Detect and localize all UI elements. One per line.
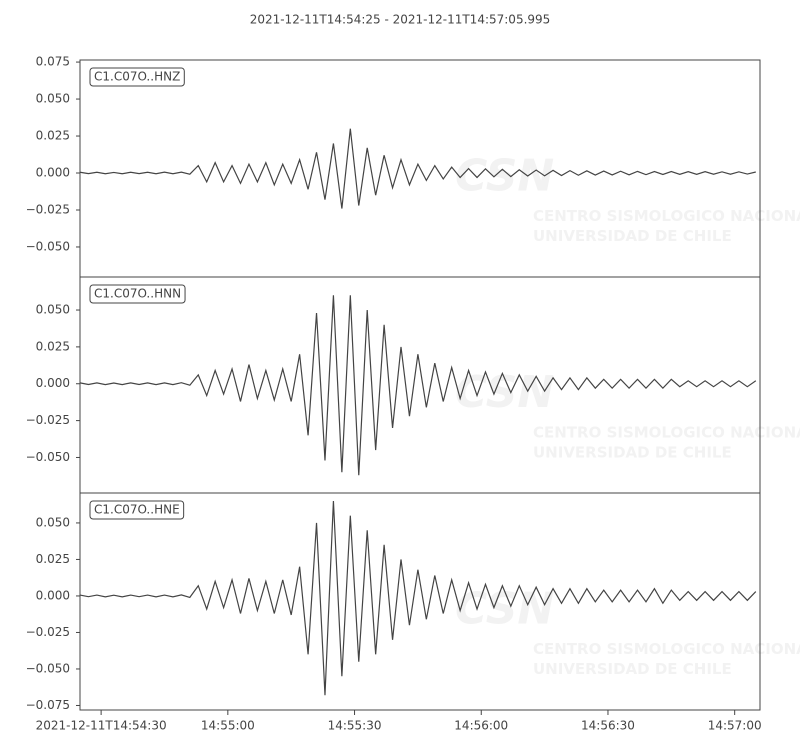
x-tick-label: 2021-12-11T14:54:30 [36,719,167,733]
y-tick-label: 0.025 [36,339,70,353]
y-tick-label: 0.075 [36,55,70,69]
waveform [79,295,757,476]
watermark: CENTRO SISMOLOGICO NACIONAL [533,424,800,442]
waveform [79,501,757,696]
chart-title: 2021-12-11T14:54:25 - 2021-12-11T14:57:0… [250,13,551,27]
watermark: CSN [455,151,554,202]
legend-label: C1.C07O..HNE [94,503,180,517]
legend-box [89,500,185,520]
watermark: CSN [455,367,554,418]
watermark: UNIVERSIDAD DE CHILE [533,444,732,462]
y-tick-label: 0.050 [36,92,70,106]
x-tick-label: 14:55:00 [201,719,255,733]
y-tick-label: 0.025 [36,129,70,143]
x-tick-label: 14:56:30 [581,719,635,733]
y-tick-label: −0.025 [26,625,70,639]
y-tick-label: 0.050 [36,303,70,317]
watermark: UNIVERSIDAD DE CHILE [533,227,732,245]
watermark: CENTRO SISMOLOGICO NACIONAL [533,207,800,225]
y-tick-label: −0.050 [26,239,70,253]
waveform [79,128,756,209]
legend-box [89,284,186,304]
watermark: CENTRO SISMOLOGICO NACIONAL [533,640,800,658]
x-tick-label: 14:56:00 [454,719,508,733]
y-tick-label: 0.000 [36,166,70,180]
x-tick-label: 14:57:00 [708,719,762,733]
y-tick-label: −0.025 [26,202,70,216]
watermark: UNIVERSIDAD DE CHILE [533,660,732,678]
legend-box [89,67,185,87]
y-tick-label: −0.075 [26,698,70,712]
y-tick-label: 0.050 [36,515,70,529]
legend-label: C1.C07O..HNZ [94,70,180,84]
y-tick-label: −0.025 [26,413,70,427]
panel-frame [79,492,761,711]
y-tick-label: 0.000 [36,588,70,602]
x-tick-label: 14:55:30 [328,719,382,733]
y-tick-label: 0.025 [36,552,70,566]
y-tick-label: −0.050 [26,661,70,675]
legend-label: C1.C07O..HNN [94,287,181,301]
y-tick-label: −0.050 [26,450,70,464]
y-tick-label: 0.000 [36,376,70,390]
